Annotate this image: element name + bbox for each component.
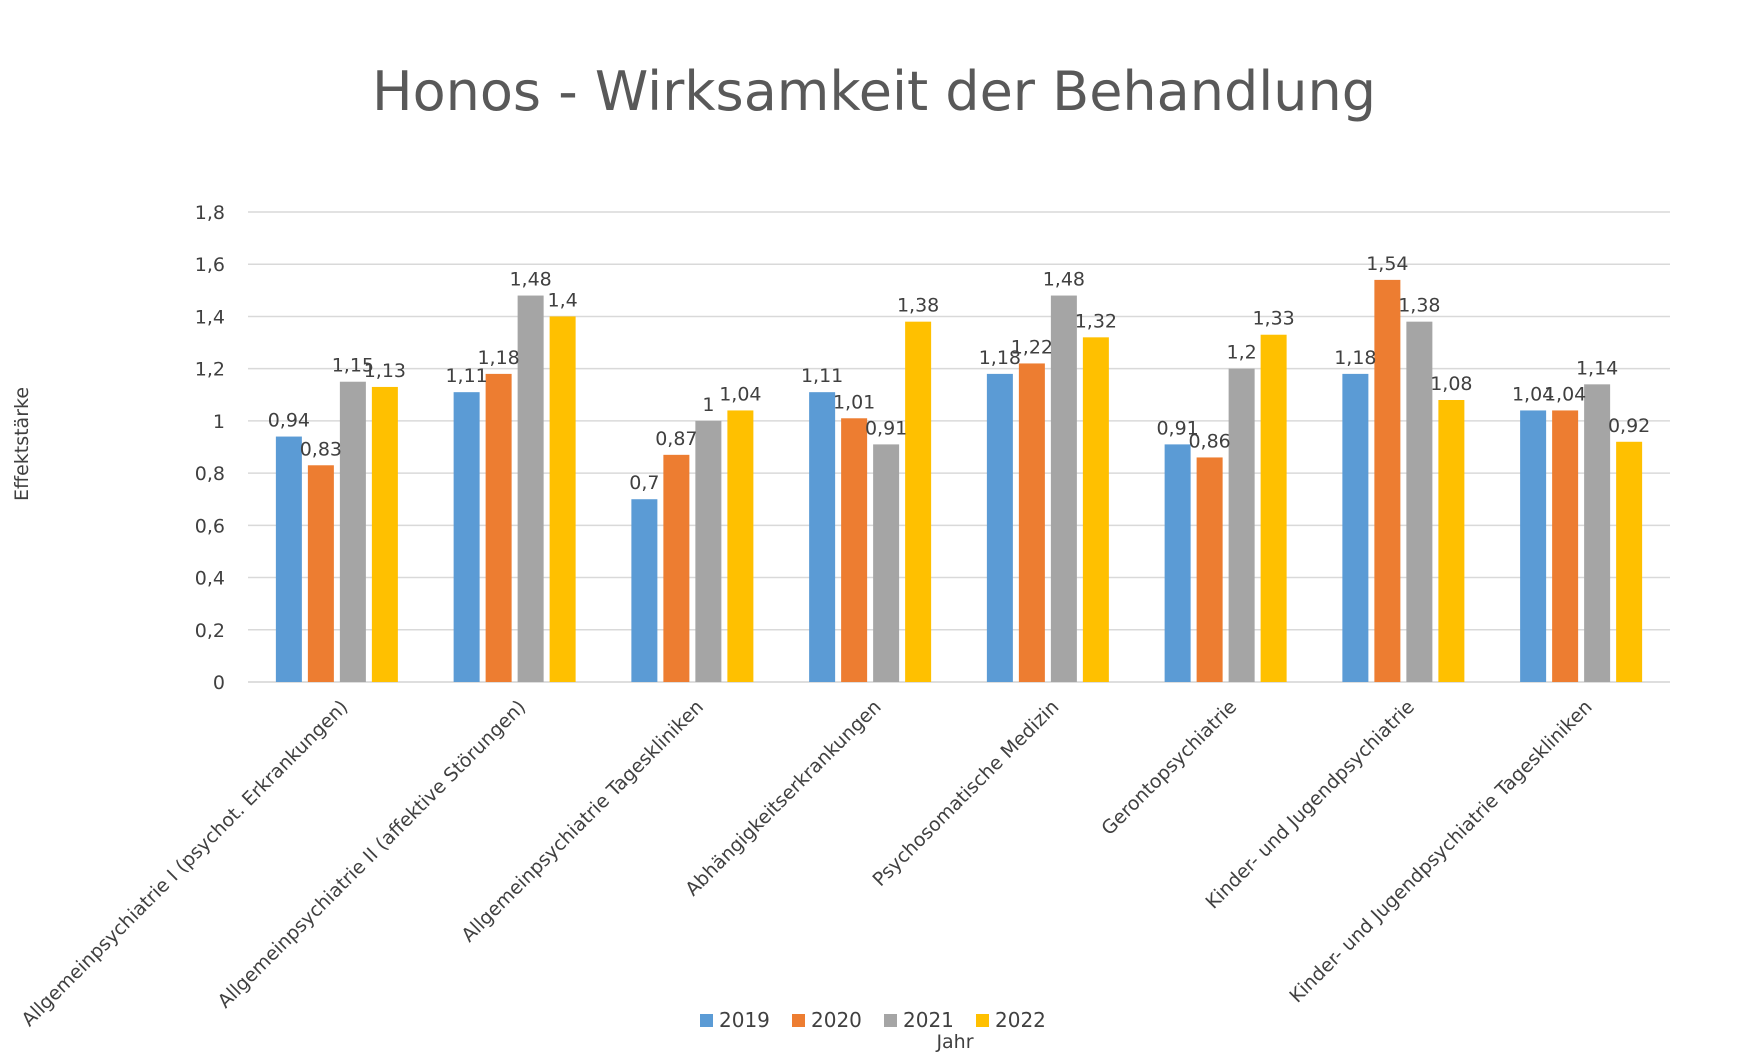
y-tick-label: 1	[213, 411, 225, 433]
data-label: 0,7	[629, 472, 659, 494]
y-tick-label: 1,4	[195, 306, 225, 328]
data-label: 1,18	[477, 347, 519, 369]
y-tick-label: 0,6	[195, 515, 225, 537]
y-tick-label: 0,2	[195, 620, 225, 642]
bar	[1438, 400, 1465, 682]
bar	[1520, 410, 1547, 682]
data-label: 1,33	[1252, 308, 1294, 330]
x-tick-label: Psychosomatische Medizin	[869, 696, 1064, 891]
bar	[1050, 295, 1077, 682]
data-label: 1,38	[897, 295, 939, 317]
data-label: 0,83	[300, 438, 342, 460]
data-label: 1,54	[1366, 253, 1408, 275]
bar	[307, 465, 334, 682]
data-label: 1,22	[1011, 336, 1053, 358]
data-label: 1,15	[332, 355, 374, 377]
bar	[485, 373, 512, 682]
bar	[986, 373, 1013, 682]
data-label: 1,48	[1043, 269, 1085, 291]
bar	[1584, 384, 1611, 682]
data-label: 1,04	[1512, 383, 1554, 405]
y-tick-label: 1,6	[195, 254, 225, 276]
bar	[339, 381, 366, 682]
bar	[1260, 334, 1287, 682]
x-axis-title: Jahr	[935, 1031, 973, 1053]
y-tick-label: 0,8	[195, 463, 225, 485]
legend-label: 2019	[719, 1008, 770, 1032]
data-label: 1,2	[1227, 342, 1257, 364]
bar	[275, 436, 302, 682]
bar	[1616, 441, 1643, 682]
data-label: 1,48	[509, 269, 551, 291]
bar	[371, 386, 398, 682]
bar	[695, 420, 722, 682]
bar	[727, 410, 754, 682]
y-axis-tick-labels: 0 0,2 0,4 0,6 0,8 1 1,2 1,4 1,6 1,8	[195, 202, 225, 694]
data-label: 1,4	[548, 289, 578, 311]
bar	[1164, 444, 1191, 682]
data-label: 0,87	[655, 428, 697, 450]
bar	[631, 499, 658, 682]
legend-label: 2020	[811, 1008, 862, 1032]
x-tick-label: Allgemeinpsychiatrie I (psychot. Erkrank…	[17, 696, 352, 1031]
bars	[275, 279, 1643, 682]
data-label: 1,11	[801, 365, 843, 387]
chart-title: Honos - Wirksamkeit der Behandlung	[372, 60, 1376, 123]
data-label: 1,38	[1398, 295, 1440, 317]
bar	[453, 392, 480, 682]
x-axis-category-labels: Allgemeinpsychiatrie I (psychot. Erkrank…	[17, 696, 1596, 1031]
x-tick-label: Allgemeinpsychiatrie II (affektive Störu…	[214, 696, 531, 1013]
bar	[517, 295, 544, 682]
bar	[873, 444, 900, 682]
x-tick-label: Kinder- und Jugendpsychiatrie	[1201, 696, 1418, 913]
y-tick-label: 1,2	[195, 359, 225, 381]
data-label: 1,14	[1576, 357, 1618, 379]
data-label: 0,94	[268, 410, 310, 432]
data-label: 1,01	[833, 391, 875, 413]
legend: 2019 2020 2021 2022	[700, 1008, 1046, 1032]
x-tick-label: Gerontopsychiatrie	[1097, 696, 1241, 840]
legend-swatch	[976, 1014, 989, 1027]
bar	[841, 418, 868, 682]
y-tick-label: 1,8	[195, 202, 225, 224]
bar	[1552, 410, 1579, 682]
data-label: 0,91	[865, 417, 907, 439]
legend-swatch	[884, 1014, 897, 1027]
y-axis-title: Effektstärke	[11, 387, 33, 501]
y-tick-label: 0,4	[195, 568, 225, 590]
bar	[1342, 373, 1369, 682]
bar	[549, 316, 576, 682]
bar	[905, 321, 932, 682]
bar	[1406, 321, 1433, 682]
data-label: 1,11	[445, 365, 487, 387]
data-label: 1,32	[1075, 310, 1117, 332]
bar	[1374, 279, 1401, 682]
data-label: 0,86	[1188, 430, 1230, 452]
legend-label: 2021	[903, 1008, 954, 1032]
bar	[1228, 368, 1255, 682]
x-tick-label: Kinder- und Jugendpsychiatrie Tagesklini…	[1285, 696, 1596, 1007]
y-tick-label: 0	[213, 672, 225, 694]
gridlines	[248, 211, 1670, 683]
legend-label: 2022	[995, 1008, 1046, 1032]
data-label: 1,08	[1430, 373, 1472, 395]
data-labels: 0,940,831,151,13 1,111,181,481,40,70,871 1…	[268, 253, 1651, 494]
bar	[1018, 363, 1045, 682]
bar	[1196, 457, 1223, 682]
data-label: 1,13	[364, 360, 406, 382]
data-label: 1,18	[1334, 347, 1376, 369]
legend-swatch	[700, 1014, 713, 1027]
data-label: 0,91	[1156, 417, 1198, 439]
data-label: 1,18	[979, 347, 1021, 369]
bar	[1082, 337, 1109, 682]
data-label: 1,04	[719, 383, 761, 405]
legend-swatch	[792, 1014, 805, 1027]
bar	[663, 454, 690, 682]
data-label: 1	[702, 394, 714, 416]
x-tick-label: Abhängigkeitserkrankungen	[681, 696, 885, 900]
bar	[809, 392, 836, 682]
data-label: 1,04	[1544, 383, 1586, 405]
data-label: 0,92	[1608, 415, 1650, 437]
